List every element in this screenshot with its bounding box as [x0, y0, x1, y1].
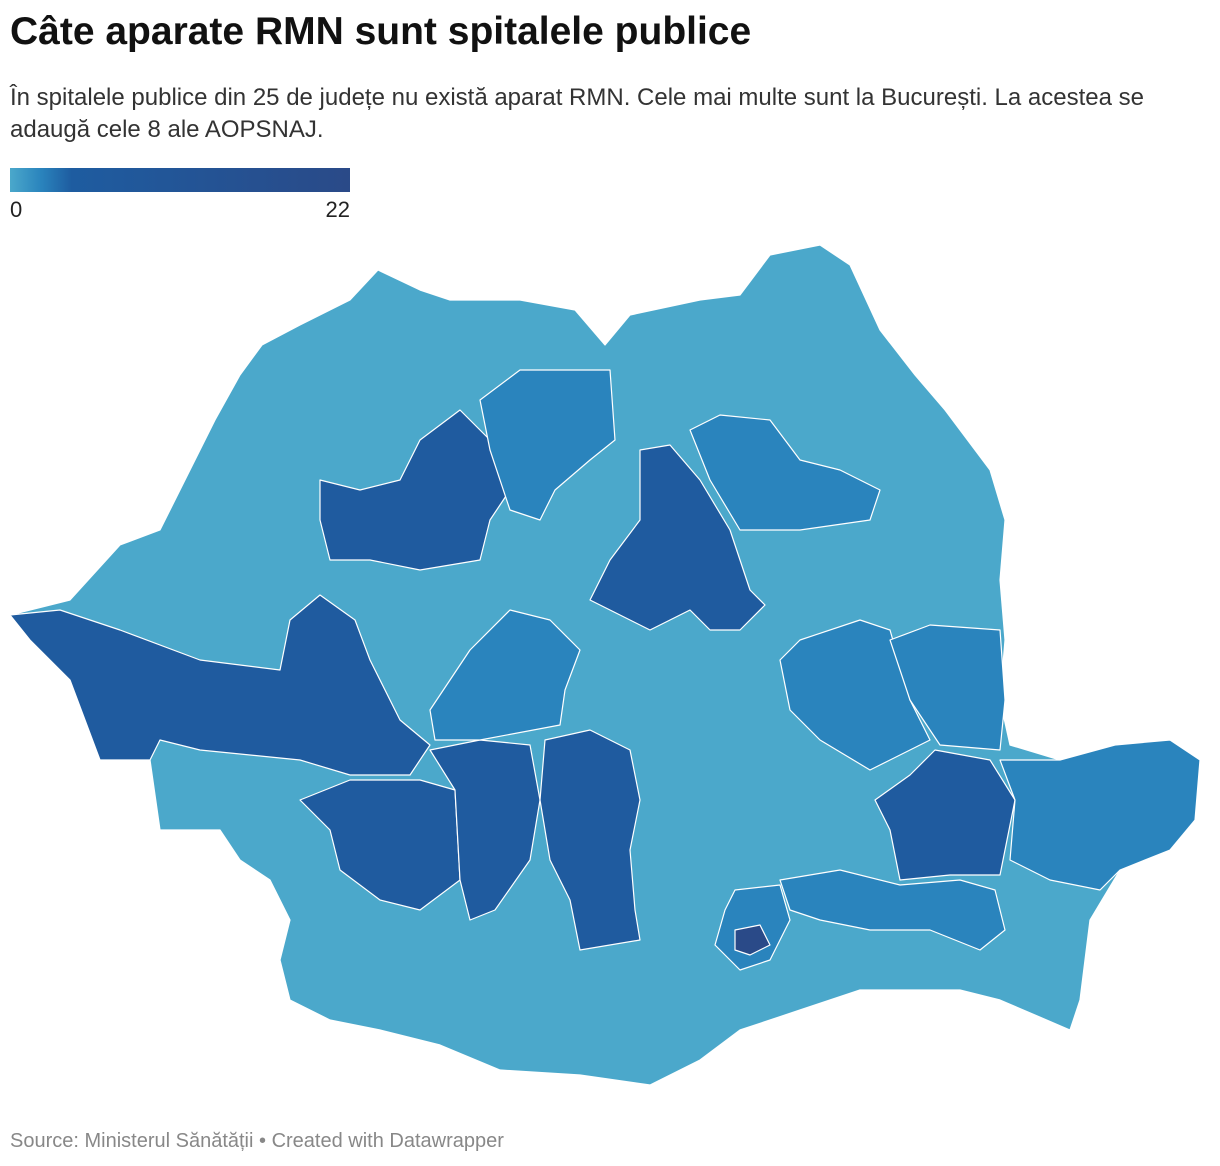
region [779, 619, 931, 771]
region [479, 369, 616, 521]
region [779, 869, 1006, 951]
region [539, 729, 641, 951]
subtitle: În spitalele publice din 25 de județe nu… [10, 84, 1144, 143]
region [734, 924, 771, 956]
region [429, 739, 541, 921]
source: Source: Ministerul Sănătății • Created w… [10, 1130, 504, 1152]
region [689, 414, 881, 531]
legend-min: 0 [10, 197, 23, 222]
region [889, 624, 1006, 751]
region [9, 594, 431, 776]
region [429, 609, 581, 741]
region [589, 444, 766, 631]
legend-max: 22 [325, 197, 350, 222]
region [874, 749, 1016, 881]
region [999, 739, 1201, 891]
region [299, 779, 461, 911]
title: Câte aparate RMN sunt spitalele publice [10, 10, 752, 53]
legend-gradient [10, 168, 350, 192]
region [319, 409, 511, 571]
